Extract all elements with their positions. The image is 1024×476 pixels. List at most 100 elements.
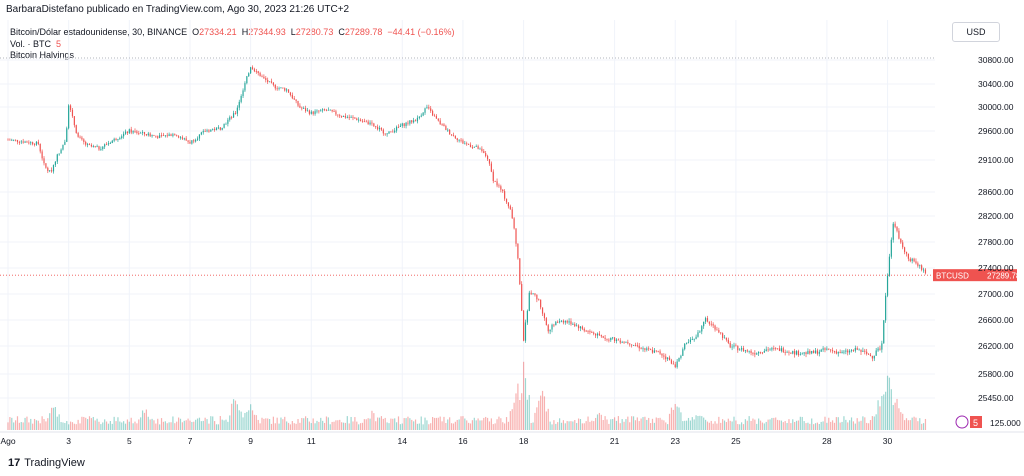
volume-bar — [409, 418, 411, 430]
candle-body — [327, 109, 329, 111]
volume-bar — [507, 421, 510, 430]
candle-body — [145, 134, 147, 136]
volume-bar — [130, 417, 132, 430]
candle-body — [388, 131, 390, 134]
candle-body — [888, 256, 891, 276]
candle-body — [164, 135, 166, 137]
candle-body — [420, 115, 422, 117]
candle-body — [517, 243, 519, 259]
price-tick-label: 28200.00 — [978, 211, 1014, 221]
candle-body — [471, 147, 474, 148]
volume-bar — [610, 419, 612, 430]
candle-body — [178, 136, 180, 138]
x-tick-label: 3 — [66, 436, 71, 446]
candle-body — [490, 163, 492, 172]
volume-bar — [401, 423, 403, 430]
candle-body — [905, 251, 908, 254]
volume-bar — [831, 420, 834, 430]
volume-bar — [852, 421, 855, 430]
volume-bar — [382, 418, 384, 430]
candle-body — [553, 324, 555, 326]
candle-body — [801, 353, 803, 355]
currency-button[interactable]: USD — [952, 22, 1000, 42]
candle-body — [911, 258, 913, 262]
volume-bar — [570, 421, 572, 430]
volume-bar — [606, 419, 608, 430]
volume-bar — [24, 417, 26, 430]
candle-body — [684, 343, 686, 350]
volume-bar — [64, 423, 66, 430]
volume-bar — [771, 417, 773, 430]
candle-body — [68, 105, 70, 129]
x-tick-label: 25 — [731, 436, 741, 446]
candle-body — [847, 350, 849, 353]
volume-bar — [534, 412, 536, 430]
candle-body — [428, 107, 430, 109]
volume-bar — [907, 420, 909, 430]
volume-bar — [352, 421, 354, 430]
volume-bar — [276, 417, 278, 430]
volume-bar — [682, 421, 684, 430]
candle-body — [549, 329, 551, 332]
candle-body — [98, 146, 100, 150]
tradingview-logo[interactable]: 17 TradingView — [8, 457, 85, 469]
candle-body — [96, 146, 98, 148]
candle-body — [361, 120, 364, 122]
volume-bar — [208, 423, 210, 430]
volume-bar — [151, 418, 153, 430]
candle-body — [833, 351, 836, 352]
candle-body — [682, 349, 684, 356]
volume-bar — [473, 417, 475, 430]
volume-bar — [397, 416, 400, 430]
candle-body — [668, 357, 671, 361]
volume-bar — [555, 423, 557, 430]
volume-bar — [862, 416, 864, 430]
volume-bar — [837, 417, 839, 430]
candle-body — [450, 134, 453, 136]
volume-bar — [225, 419, 227, 430]
volume-bar — [178, 417, 180, 430]
candle-body — [528, 292, 530, 311]
volume-bar — [689, 420, 692, 430]
volume-bar — [564, 423, 566, 430]
volume-badge-box — [970, 416, 982, 428]
volume-bar — [268, 419, 271, 430]
volume-bar — [866, 422, 868, 430]
volume-bar — [581, 423, 583, 430]
volume-bar — [22, 422, 24, 430]
tradingview-logo-mark: 17 — [8, 457, 21, 469]
volume-bar — [672, 409, 674, 430]
candle-body — [663, 355, 665, 357]
volume-bar — [481, 420, 483, 430]
candle-body — [627, 342, 629, 344]
candle-body — [727, 339, 729, 343]
candle-body — [790, 352, 792, 354]
candle-body — [363, 121, 365, 123]
volume-bar — [604, 416, 606, 430]
candle-body — [466, 143, 468, 145]
volume-bar — [232, 399, 235, 430]
candle-body — [750, 350, 752, 353]
candle-body — [198, 134, 201, 139]
volume-bar — [386, 422, 388, 430]
candle-body — [703, 321, 705, 327]
candle-body — [830, 349, 832, 351]
volume-bar — [265, 418, 267, 430]
candle-body — [212, 129, 214, 130]
x-tick-label: 5 — [127, 436, 132, 446]
volume-bar — [769, 419, 771, 430]
candle-body — [496, 181, 498, 186]
volume-bar — [540, 395, 542, 430]
candle-body — [359, 119, 362, 121]
candle-body — [73, 116, 75, 126]
candle-body — [902, 242, 904, 248]
candle-body — [866, 351, 868, 354]
candle-body — [437, 118, 439, 121]
candle-body — [33, 144, 36, 145]
volume-bar — [344, 422, 347, 430]
volume-bar — [742, 424, 745, 430]
candle-body — [890, 239, 892, 257]
volume-bar — [145, 409, 147, 430]
candle-body — [581, 326, 583, 329]
